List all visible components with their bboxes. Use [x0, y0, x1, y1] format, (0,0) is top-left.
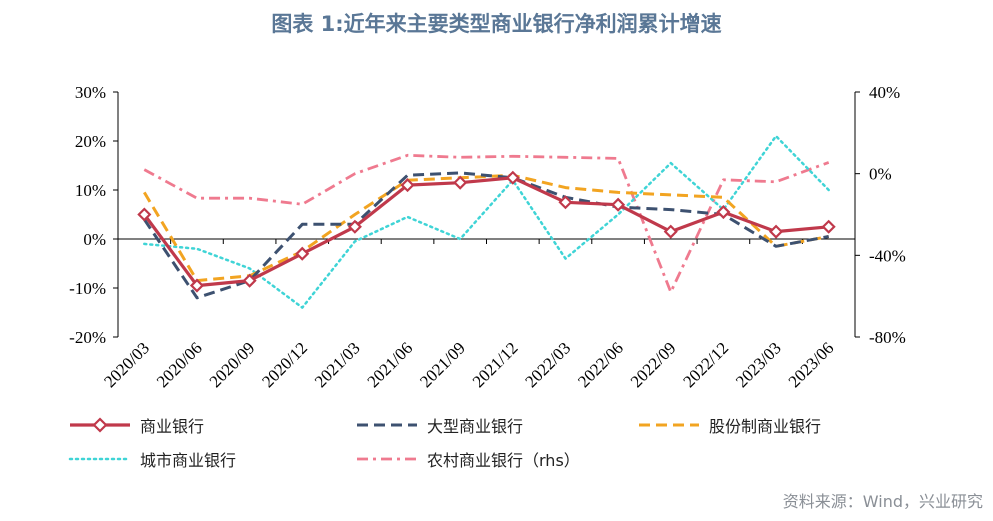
series-point: [558, 195, 573, 210]
x-axis-tick-label: 2021/03: [311, 338, 364, 391]
series-point: [611, 197, 626, 212]
x-axis-tick-label: 2020/09: [206, 338, 259, 391]
x-axis-tick-label: 2020/12: [258, 338, 311, 391]
x-axis-tick-label: 2023/03: [732, 338, 785, 391]
left-axis-tick-label: 30%: [75, 83, 106, 102]
series-point: [189, 278, 205, 293]
series-point: [453, 175, 468, 190]
x-axis-tick-label: 2021/06: [364, 338, 417, 391]
left-axis-tick-label: 0%: [83, 230, 106, 249]
left-axis-tick-label: 20%: [75, 132, 106, 151]
series-point: [716, 204, 731, 220]
x-axis-tick-label: 2023/06: [785, 338, 838, 391]
series-point: [295, 246, 310, 261]
series-point: [505, 170, 520, 185]
left-axis-tick-label: -20%: [69, 328, 106, 347]
x-axis-tick-label: 2021/12: [469, 338, 522, 391]
x-axis-tick-label: 2022/03: [521, 338, 574, 391]
series-point: [242, 273, 257, 288]
right-axis-tick-label: 0%: [869, 165, 892, 184]
series-point: [347, 219, 362, 234]
x-axis-tick-label: 2020/03: [100, 338, 153, 391]
series-point: [400, 178, 415, 193]
x-axis-tick-label: 2022/09: [627, 338, 680, 391]
series-point: [768, 224, 784, 239]
series-line-2: [143, 173, 829, 283]
x-axis-tick-label: 2022/06: [574, 338, 627, 391]
left-axis-tick-label: 10%: [75, 181, 106, 200]
source-note: 资料来源：Wind，兴业研究: [782, 492, 983, 511]
chart-title: 图表 1:近年来主要类型商业银行净利润累计增速: [271, 12, 722, 36]
right-axis-tick-label: 40%: [869, 83, 900, 102]
x-axis-tick-label: 2021/09: [416, 338, 469, 391]
series-line-4: [143, 153, 830, 294]
left-axis-tick-label: -10%: [69, 279, 106, 298]
x-axis-tick-label: 2022/12: [679, 338, 732, 391]
right-axis-tick-label: -80%: [869, 328, 906, 347]
series-line-0: [143, 176, 829, 288]
x-axis-tick-label: 2020/06: [153, 338, 206, 391]
series-point: [137, 207, 152, 222]
series-point: [821, 219, 836, 234]
series-point: [663, 224, 678, 239]
right-axis-tick-label: -40%: [869, 246, 906, 265]
